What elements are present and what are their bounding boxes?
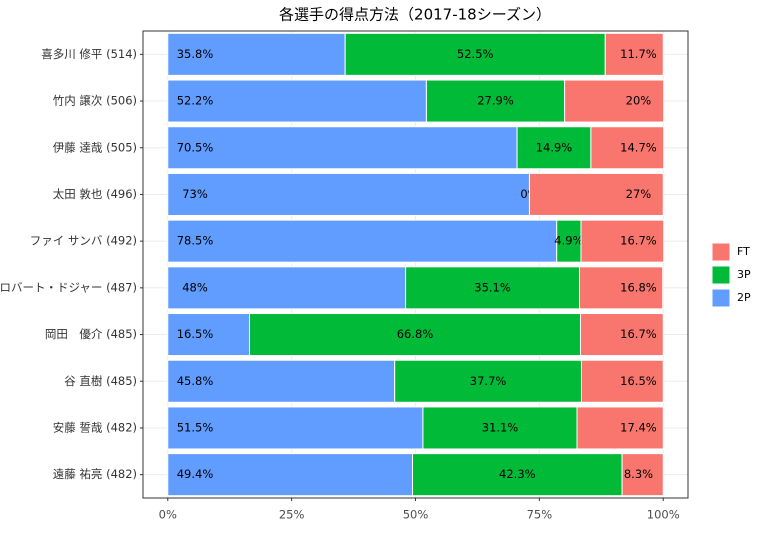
data-label: 35.8% <box>177 47 214 61</box>
bar-segment <box>580 219 665 263</box>
data-label: 48% <box>182 280 208 294</box>
data-label: 37.7% <box>470 374 507 388</box>
data-label: 27.9% <box>477 94 514 108</box>
data-label: 35.1% <box>474 280 511 294</box>
bar-segment <box>167 126 518 170</box>
legend-label: 2P <box>737 291 751 304</box>
bar-segment <box>621 453 664 497</box>
y-tick-label: 岡田 優介 (485) <box>45 327 137 341</box>
bar-segment <box>167 359 396 403</box>
bar-segment <box>344 32 606 76</box>
bar-segment <box>412 453 623 497</box>
bar-segment <box>528 172 664 216</box>
x-tick-label: 100% <box>647 508 680 522</box>
data-label: 52.2% <box>177 94 214 108</box>
bar-segment <box>576 406 664 450</box>
bar-segment <box>394 359 582 403</box>
bar-segment <box>167 219 558 263</box>
bar-segment <box>556 219 582 263</box>
data-label: 51.5% <box>177 420 214 434</box>
data-label: 16.5% <box>177 327 214 341</box>
bar-segment <box>167 313 251 357</box>
data-label: 16.7% <box>620 234 657 248</box>
data-label: 78.5% <box>177 234 214 248</box>
y-tick-label: 喜多川 修平 (514) <box>41 47 137 61</box>
legend-label: 3P <box>737 268 751 281</box>
y-tick-label: ファイ サンバ (492) <box>30 234 137 248</box>
x-tick-label: 25% <box>279 508 305 522</box>
bar-segment <box>579 313 664 357</box>
data-label: 14.7% <box>620 140 657 154</box>
data-label: 42.3% <box>499 467 536 481</box>
y-tick-label: ロバート・ドジャー (487) <box>0 280 137 294</box>
y-tick-label: 安藤 誓哉 (482) <box>53 420 137 434</box>
data-label: 4.9% <box>554 234 583 248</box>
y-tick-label: 遠藤 祐亮 (482) <box>53 467 137 481</box>
bar-segment <box>580 359 664 403</box>
data-label: 16.7% <box>620 327 657 341</box>
legend-label: FT <box>737 245 750 258</box>
data-label: 17.4% <box>620 420 657 434</box>
bar-segment <box>249 313 581 357</box>
x-tick-label: 50% <box>403 508 429 522</box>
data-label: 27% <box>626 187 652 201</box>
legend-key <box>711 265 731 285</box>
data-label: 16.8% <box>620 280 657 294</box>
bar-segment <box>167 172 530 216</box>
legend-key <box>711 242 731 262</box>
data-label: 49.4% <box>177 467 214 481</box>
bar-segment <box>590 126 665 170</box>
bar-segment <box>167 406 424 450</box>
bar-segment <box>405 266 580 310</box>
data-label: 16.5% <box>620 374 657 388</box>
y-tick-label: 谷 直樹 (485) <box>64 374 137 388</box>
bar-segment <box>167 453 414 497</box>
chart-title: 各選手の得点方法（2017-18シーズン） <box>279 6 551 24</box>
bar-segment <box>604 32 664 76</box>
bar-segment <box>167 32 346 76</box>
data-label: 73% <box>182 187 208 201</box>
data-label: 66.8% <box>397 327 434 341</box>
data-label: 70.5% <box>177 140 214 154</box>
data-label: 14.9% <box>536 140 573 154</box>
data-label: 20% <box>626 94 652 108</box>
legend-key <box>711 288 731 308</box>
data-label: 11.7% <box>620 47 657 61</box>
bar-segment <box>564 79 665 123</box>
bar-segment <box>578 266 664 310</box>
data-label: 31.1% <box>482 420 519 434</box>
data-label: 52.5% <box>457 47 494 61</box>
x-tick-label: 0% <box>159 508 177 522</box>
y-tick-label: 伊藤 達哉 (505) <box>53 140 137 154</box>
data-label: 45.8% <box>177 374 214 388</box>
data-label: 8.3% <box>624 467 653 481</box>
x-tick-label: 75% <box>527 508 553 522</box>
y-tick-label: 太田 敦也 (496) <box>53 187 137 201</box>
y-tick-label: 竹内 譲次 (506) <box>53 94 137 108</box>
